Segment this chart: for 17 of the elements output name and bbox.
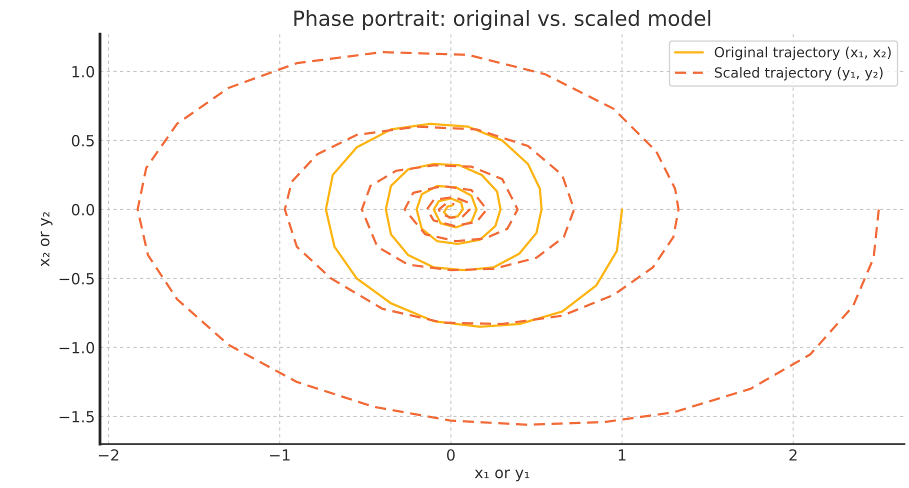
y-tick-label: 0.5 xyxy=(72,134,94,146)
x-tick-label: −1 xyxy=(270,449,290,461)
x-tick-label: 1 xyxy=(618,449,626,461)
x-tick-label: 2 xyxy=(789,449,797,461)
y-axis-title: x₂ or y₂ xyxy=(40,212,52,267)
x-tick-label: 0 xyxy=(447,449,455,461)
y-tick-label: −1.5 xyxy=(60,411,94,422)
x-axis-title: x₁ or y₁ xyxy=(474,470,530,482)
y-tick-label: −0.5 xyxy=(60,272,94,284)
legend-label: Scaled trajectory (y₁, y₂) xyxy=(714,67,883,80)
y-tick-label: −1.0 xyxy=(60,342,94,354)
legend-label: Original trajectory (x₁, x₂) xyxy=(714,46,891,60)
line-series xyxy=(324,122,624,328)
x-tick-label: −2 xyxy=(98,449,118,461)
y-tick-label: 1.0 xyxy=(72,66,94,78)
chart-title: Phase portrait: original vs. scaled model xyxy=(294,10,710,30)
y-tick-label: 0.0 xyxy=(72,204,94,216)
